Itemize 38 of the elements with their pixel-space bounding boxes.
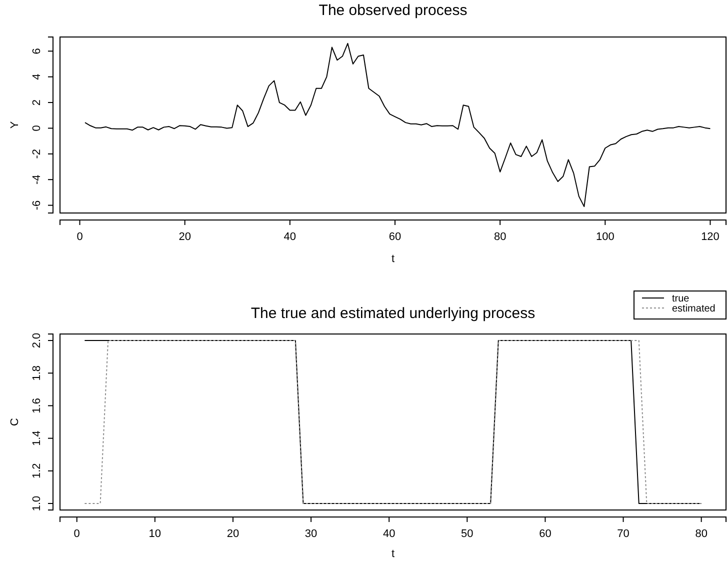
x-axis-title: t (391, 253, 395, 265)
chart-title: The observed process (318, 2, 468, 19)
x-tick-label: 50 (461, 528, 474, 540)
x-tick-label: 0 (74, 528, 80, 540)
x-tick-label: 0 (76, 230, 83, 243)
x-tick-label: 60 (539, 528, 552, 540)
chart-title: The true and estimated underlying process (250, 305, 536, 322)
y-tick-label: 1.4 (31, 430, 43, 446)
y-tick-label: 2.0 (31, 332, 43, 348)
y-tick-label: 1.2 (31, 463, 43, 479)
x-tick-label: 120 (701, 230, 720, 243)
y-tick-label: 6 (31, 48, 43, 54)
y-tick-label: -2 (31, 149, 43, 159)
legend-label: true (672, 294, 690, 304)
x-tick-label: 70 (617, 528, 630, 540)
x-tick-label: 80 (695, 528, 708, 540)
x-tick-label: 20 (178, 230, 191, 243)
line-series (84, 42, 711, 208)
y-tick-label: -4 (31, 174, 43, 184)
x-tick-label: 40 (284, 230, 296, 243)
x-tick-label: 40 (382, 528, 396, 540)
y-axis-title: Y (8, 120, 21, 129)
legend-label: estimated (672, 304, 716, 314)
x-tick-label: 20 (226, 528, 240, 540)
x-tick-label: 30 (304, 528, 318, 540)
y-tick-label: 2 (31, 99, 43, 106)
y-tick-label: -6 (31, 200, 43, 210)
x-tick-label: 60 (388, 230, 402, 243)
y-tick-label: 1.8 (31, 365, 43, 381)
y-axis-title: C (8, 418, 21, 426)
y-tick-label: 4 (31, 74, 43, 80)
y-tick-label: 0 (31, 125, 43, 132)
y-tick-label: 1.6 (31, 398, 43, 414)
x-tick-label: 10 (148, 528, 162, 540)
x-tick-label: 100 (596, 230, 614, 243)
x-axis-title: t (391, 548, 395, 560)
x-tick-label: 80 (494, 230, 506, 243)
y-tick-label: 1.0 (31, 496, 43, 512)
